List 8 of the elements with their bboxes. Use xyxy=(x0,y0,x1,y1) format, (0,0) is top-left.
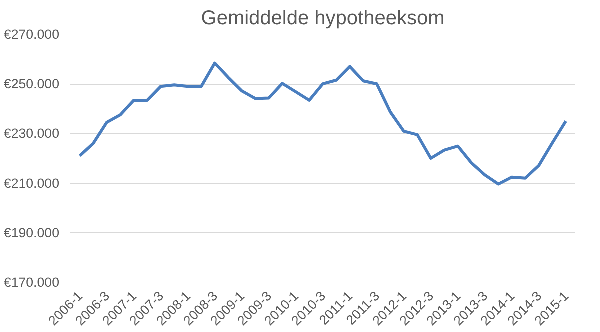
y-tick-label: €210.000 xyxy=(4,176,60,191)
y-tick-label: €270.000 xyxy=(4,27,60,42)
y-tick-label: €170.000 xyxy=(4,275,60,290)
chart-title: Gemiddelde hypotheeksom xyxy=(201,8,445,30)
line-series xyxy=(78,62,568,186)
y-tick-label: €250.000 xyxy=(4,76,60,92)
y-tick-label: €230.000 xyxy=(4,126,60,142)
y-tick-label: €190.000 xyxy=(4,225,60,240)
